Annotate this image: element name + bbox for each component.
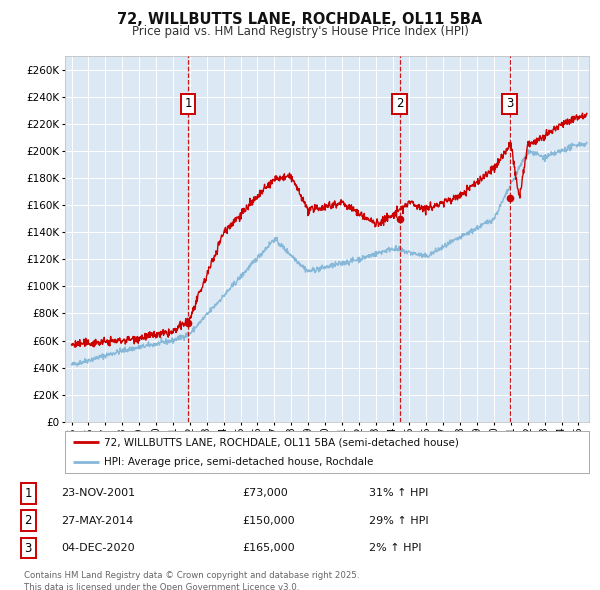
Text: 31% ↑ HPI: 31% ↑ HPI	[369, 489, 428, 499]
Text: £165,000: £165,000	[242, 543, 295, 553]
Text: 2: 2	[396, 97, 403, 110]
Text: Price paid vs. HM Land Registry's House Price Index (HPI): Price paid vs. HM Land Registry's House …	[131, 25, 469, 38]
Text: 29% ↑ HPI: 29% ↑ HPI	[369, 516, 429, 526]
Text: HPI: Average price, semi-detached house, Rochdale: HPI: Average price, semi-detached house,…	[104, 457, 373, 467]
Text: 1: 1	[184, 97, 192, 110]
Text: 27-MAY-2014: 27-MAY-2014	[61, 516, 133, 526]
Text: 72, WILLBUTTS LANE, ROCHDALE, OL11 5BA: 72, WILLBUTTS LANE, ROCHDALE, OL11 5BA	[118, 12, 482, 27]
Text: 04-DEC-2020: 04-DEC-2020	[61, 543, 134, 553]
Text: 2% ↑ HPI: 2% ↑ HPI	[369, 543, 422, 553]
Text: 1: 1	[25, 487, 32, 500]
Text: £150,000: £150,000	[242, 516, 295, 526]
Text: 3: 3	[506, 97, 513, 110]
Text: 23-NOV-2001: 23-NOV-2001	[61, 489, 135, 499]
Text: Contains HM Land Registry data © Crown copyright and database right 2025.
This d: Contains HM Land Registry data © Crown c…	[24, 571, 359, 590]
Text: 2: 2	[25, 514, 32, 527]
Text: 3: 3	[25, 542, 32, 555]
Text: £73,000: £73,000	[242, 489, 288, 499]
Text: 72, WILLBUTTS LANE, ROCHDALE, OL11 5BA (semi-detached house): 72, WILLBUTTS LANE, ROCHDALE, OL11 5BA (…	[104, 437, 459, 447]
